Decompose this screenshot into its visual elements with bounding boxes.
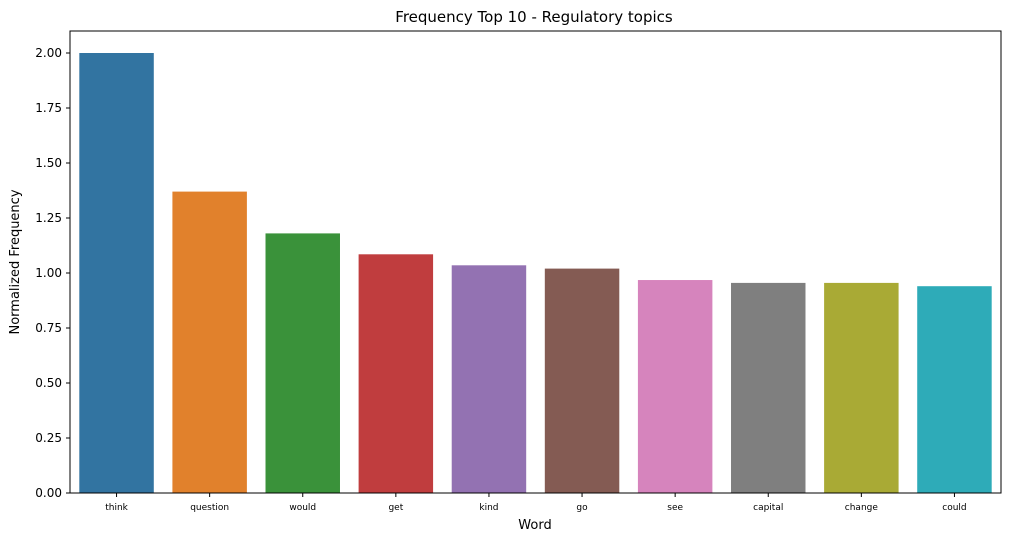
y-axis: 0.00 0.25 0.50 0.75 1.00 1.25 1.50 1.75 2.00 [35,46,70,500]
y-tick-label: 1.75 [35,101,62,115]
bar-change [824,282,899,493]
bar-see [637,280,713,493]
x-tick-label-think: think [105,503,128,513]
bar-think [79,53,154,493]
x-tick-label-could: could [942,503,966,513]
bar-would [265,233,340,493]
x-tick-label-change: change [845,503,879,513]
y-tick-label: 1.25 [35,211,62,225]
y-tick-label: 0.75 [35,321,62,335]
x-tick-label-get: get [388,503,403,513]
chart-title: Frequency Top 10 - Regulatory topics [395,8,673,26]
x-tick-label-would: would [289,503,316,513]
x-tick-label-see: see [667,503,683,513]
x-tick-label-capital: capital [753,503,783,513]
bar-kind [451,265,527,493]
x-axis: think question would get kind go see capital cha… [105,493,967,513]
x-tick-label-kind: kind [479,503,498,513]
bar-go [544,268,620,493]
y-tick-label: 0.50 [35,376,62,390]
bar-could [917,286,992,493]
y-tick-label: 2.00 [35,46,62,60]
y-tick-label: 0.00 [35,486,62,500]
bar-question [172,191,247,493]
x-tick-label-question: question [190,503,229,513]
x-tick-label-go: go [576,503,588,513]
x-axis-label: Word [518,518,551,533]
bars-group [79,53,992,493]
y-tick-label: 0.25 [35,431,62,445]
bar-get [358,254,434,493]
y-axis-label: Normalized Frequency [8,189,23,334]
plot-frame [69,30,1002,494]
y-tick-label: 1.50 [35,156,62,170]
bar-capital [731,282,806,493]
y-tick-label: 1.00 [35,266,62,280]
